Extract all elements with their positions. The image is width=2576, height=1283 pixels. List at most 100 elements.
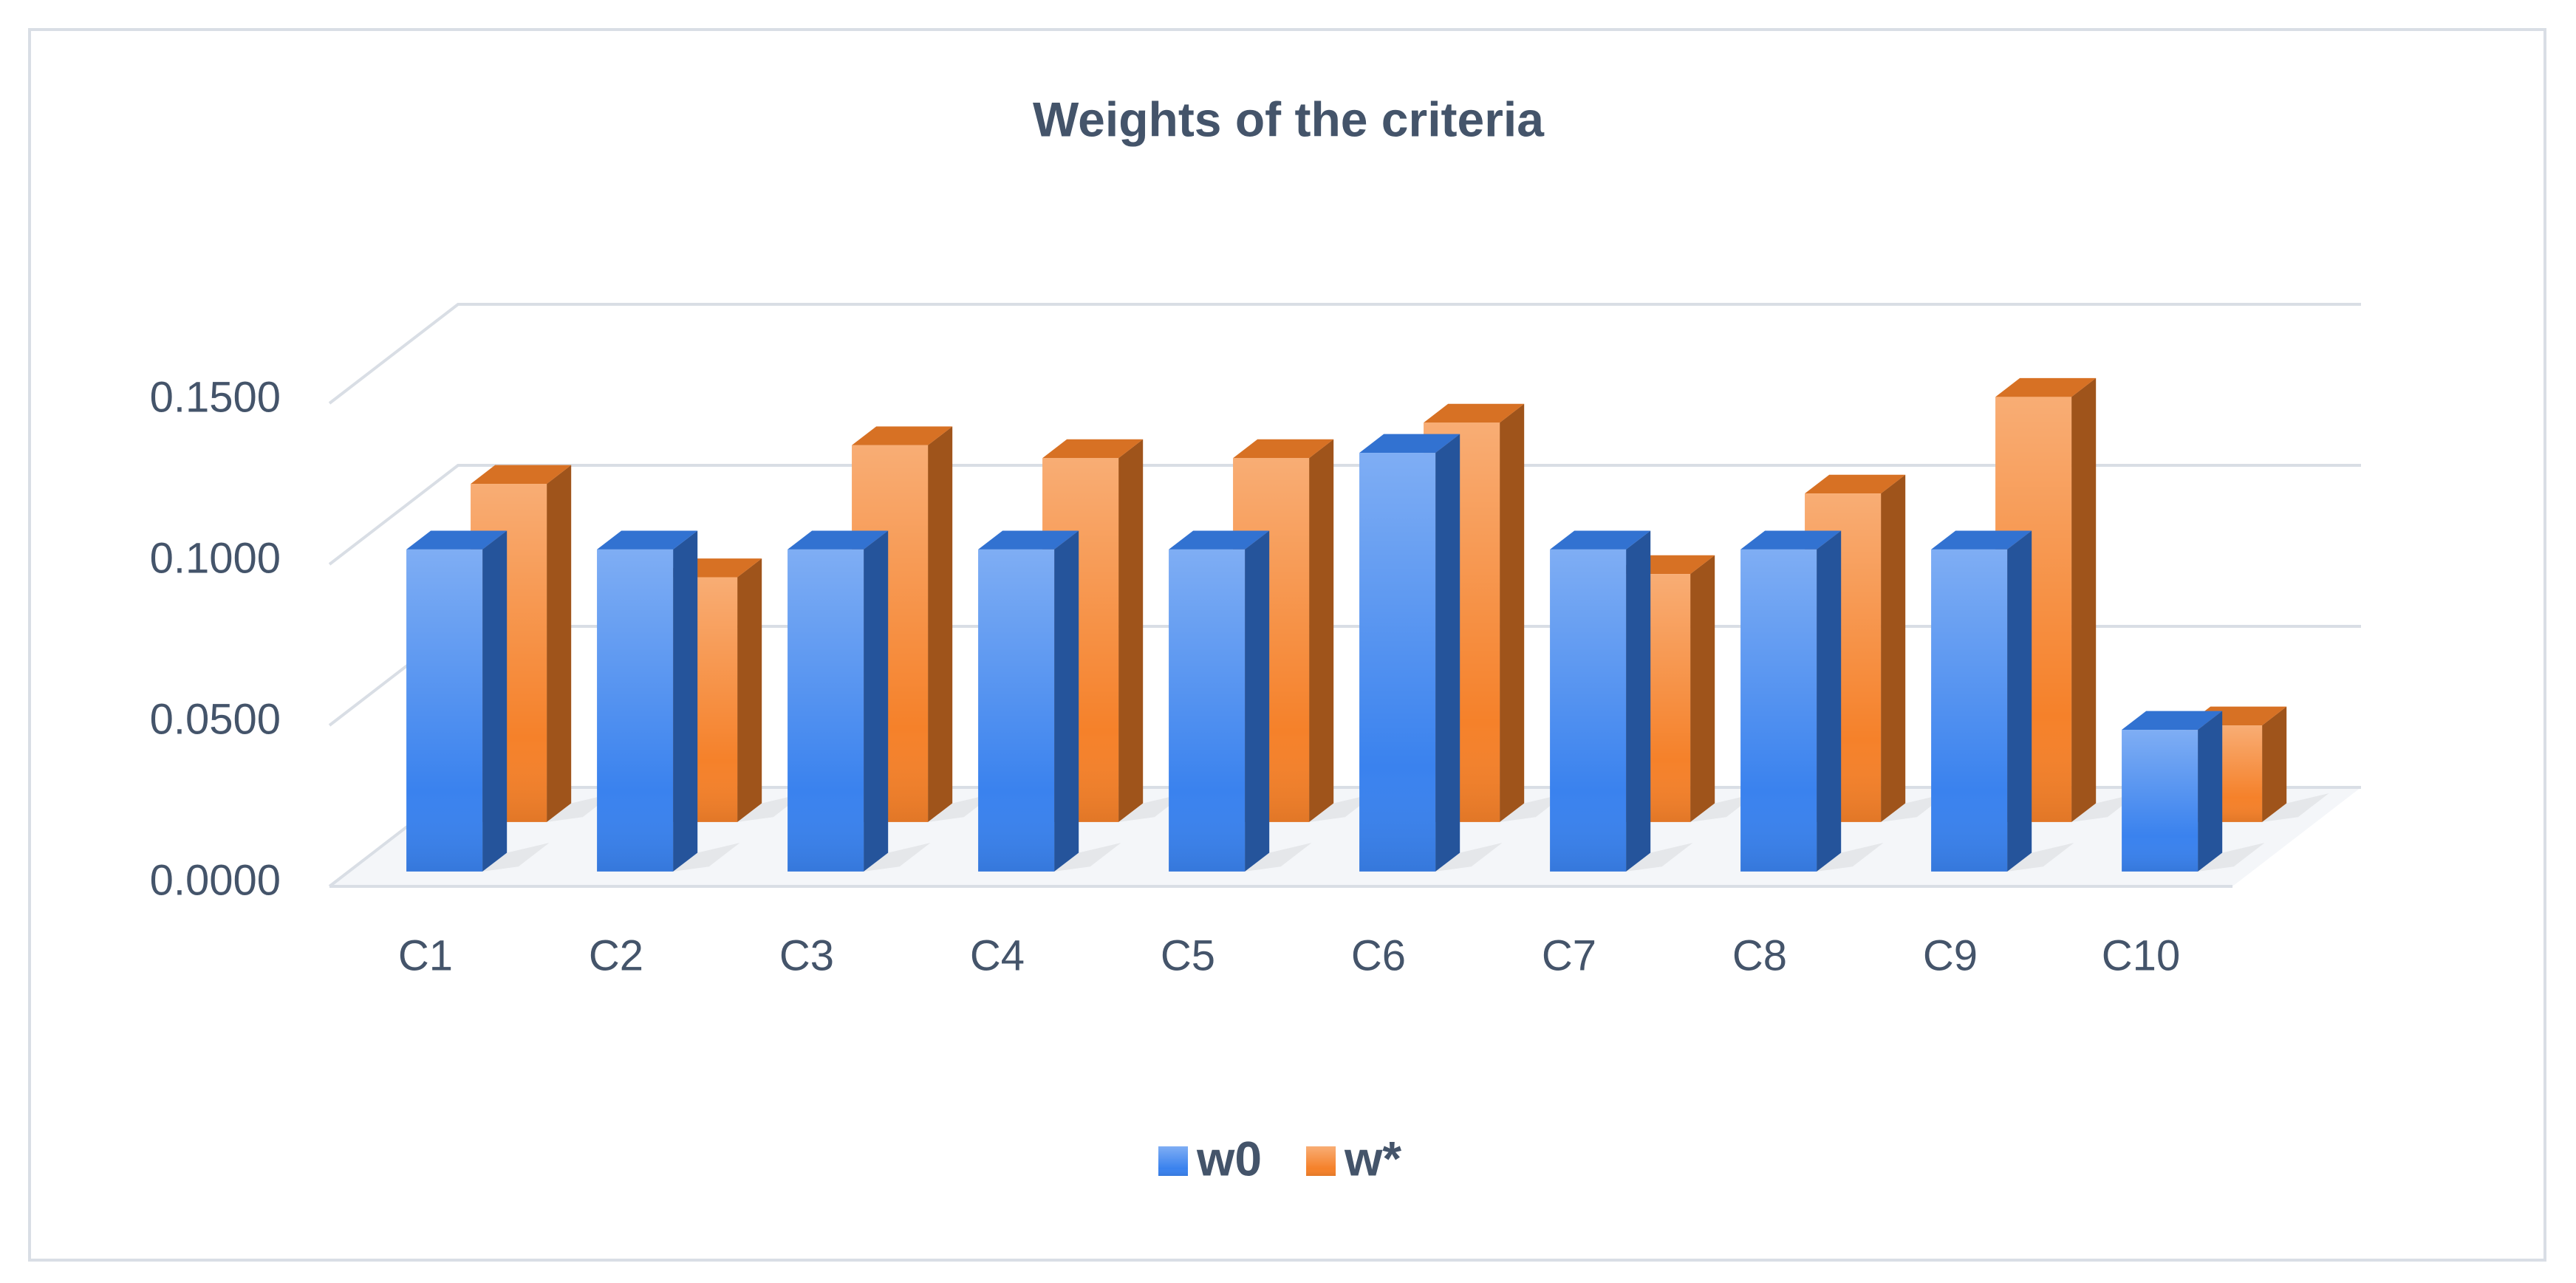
bar-shine [1359, 453, 1436, 872]
x-tick-label: C4 [970, 931, 1025, 979]
bar-side [864, 530, 889, 872]
bar-shade [1169, 530, 1270, 550]
bar-shade [737, 558, 762, 822]
y-tick-label: 0.0000 [150, 856, 281, 904]
bar-side [1054, 530, 1079, 872]
bar-side [1817, 530, 1842, 872]
bar-shadow [2262, 793, 2329, 822]
bar-shadow [1500, 793, 1567, 822]
bar-top [1995, 377, 2097, 397]
bar-side [1500, 403, 1525, 822]
bar-shade [1995, 377, 2097, 397]
x-tick-label: C5 [1161, 931, 1215, 979]
bar-top [1233, 439, 1334, 459]
bar-top [1805, 474, 1906, 494]
bar-shade [2262, 706, 2287, 822]
bar-shade [788, 530, 889, 550]
bar-shadow [482, 843, 550, 872]
legend-swatch-shine [1306, 1146, 1336, 1176]
bar-shadow [864, 843, 931, 872]
bar-shade [864, 530, 889, 872]
bar-shadow [928, 793, 995, 822]
bar-shade [2198, 711, 2223, 872]
bar-side [2007, 530, 2032, 872]
bar-top [1424, 403, 1525, 423]
chart-title: Weights of the criteria [1033, 92, 1545, 146]
bar-shadow [673, 843, 740, 872]
y-tick-label: 0.0500 [150, 695, 281, 743]
x-tick-label: C6 [1351, 931, 1406, 979]
x-tick-label: C7 [1542, 931, 1596, 979]
bar-top [597, 530, 698, 550]
x-tick-label: C1 [398, 931, 453, 979]
bar-shade [1690, 555, 1715, 822]
bar-shade [597, 530, 698, 550]
grid-line [328, 303, 2361, 405]
bar-shade [1500, 403, 1525, 822]
bar-shade [1054, 530, 1079, 872]
grid-line [328, 464, 2361, 566]
y-tick-label: 0.1500 [150, 373, 281, 421]
bar-shadow [1245, 843, 1312, 872]
bar-side [482, 530, 508, 872]
bar-shade [547, 465, 572, 822]
bar-top [1740, 530, 1842, 550]
bar-shade [2071, 377, 2097, 822]
bar-shade [1931, 530, 2032, 550]
x-tick-label: C3 [779, 931, 834, 979]
bar-side [673, 530, 698, 872]
bar-top [2122, 711, 2223, 731]
bar-shade [1359, 434, 1460, 454]
bar-top [1042, 439, 1144, 459]
bar-shadow [1435, 843, 1503, 872]
bar-shine [1169, 549, 1246, 872]
bar-shade [1042, 439, 1144, 459]
bar-side [2071, 377, 2097, 822]
bar-shade [1740, 530, 1842, 550]
legend-label: w0 [1196, 1131, 1262, 1186]
bar-top [1169, 530, 1270, 550]
bar-shadow [1626, 843, 1693, 872]
bar-shine [2122, 730, 2199, 872]
bar-shadow [1690, 793, 1757, 822]
legend-label: w* [1344, 1131, 1401, 1186]
bar-shade [482, 530, 508, 872]
bar-shade [1233, 439, 1334, 459]
bar-top [1359, 434, 1460, 454]
bar-side [2198, 711, 2223, 872]
bar-shade [406, 530, 508, 550]
bar-side [1245, 530, 1270, 872]
bar-side [1690, 555, 1715, 822]
bar-shade [1626, 530, 1651, 872]
bar-shade [928, 426, 953, 822]
bar-shadow [547, 793, 614, 822]
bar-shine [1740, 549, 1817, 872]
bar-shadow [1881, 793, 1948, 822]
bar-top [978, 530, 1079, 550]
bar-side [928, 426, 953, 822]
bar-side [1435, 434, 1460, 872]
x-tick-label: C8 [1732, 931, 1787, 979]
bar-shadow [1817, 843, 1884, 872]
y-tick-label: 0.1000 [150, 534, 281, 582]
bar-top [1931, 530, 2032, 550]
bar-shine [1550, 549, 1627, 872]
bar-side [1118, 439, 1144, 822]
bar-shade [673, 530, 698, 872]
bar-top [1550, 530, 1651, 550]
bar-shadow [2007, 843, 2074, 872]
x-tick-label: C10 [2102, 931, 2180, 979]
bar-shade [1817, 530, 1842, 872]
bar-shadow [737, 793, 804, 822]
bar-shine [406, 549, 483, 872]
bar-side [2262, 706, 2287, 822]
bar-shine [597, 549, 674, 872]
bar-shade [2007, 530, 2032, 872]
bar-top [852, 426, 953, 445]
bar-shade [852, 426, 953, 445]
bar-shade [1309, 439, 1334, 822]
bar-shade [1118, 439, 1144, 822]
bar-shade [1550, 530, 1651, 550]
